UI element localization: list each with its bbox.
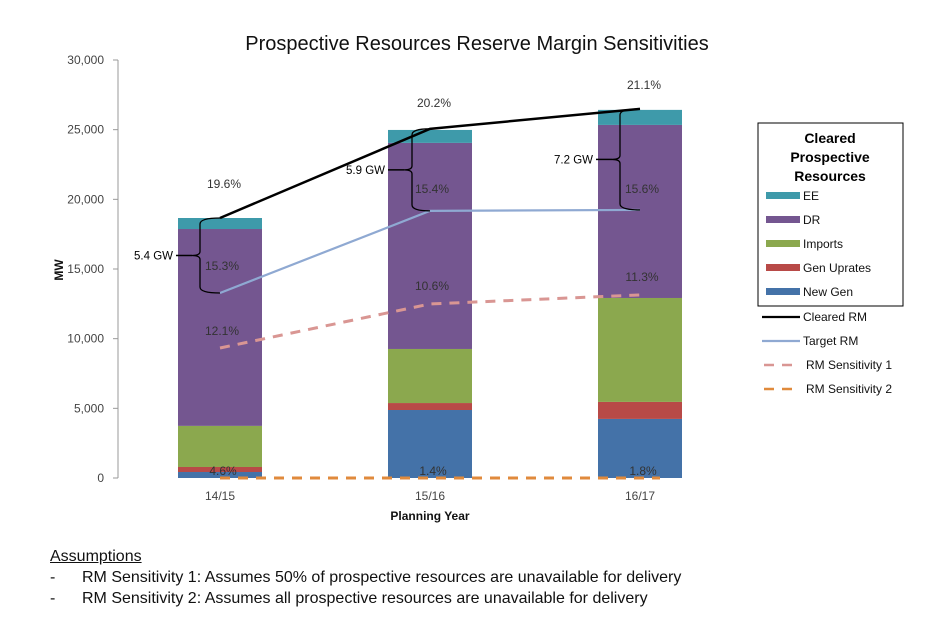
bar-segment-new-gen — [388, 410, 472, 478]
legend-title: Resources — [794, 168, 866, 184]
rm-sensitivity-2-label: 1.4% — [419, 464, 447, 478]
cleared-rm-label: 19.6% — [207, 177, 241, 191]
bars — [178, 109, 682, 478]
y-axis: 0 5,000 10,000 15,000 20,000 25,000 30,000 — [67, 53, 119, 485]
legend-swatch-gen-uprates — [766, 264, 800, 271]
legend-swatch-new-gen — [766, 288, 800, 295]
legend-entry-label: RM Sensitivity 2 — [806, 382, 892, 396]
rm-sensitivity-2-label: 1.8% — [629, 464, 657, 478]
legend: Cleared Prospective Resources EE DR Imports Ge… — [757, 122, 904, 396]
bar-segment-ee — [388, 129, 472, 143]
reserve-margin-chart: Prospective Resources Reserve Margin Sen… — [52, 33, 904, 523]
data-labels: 19.6% 20.2% 21.1% 15.3% 15.4% 15.6% 12.1% 10.6%… — [205, 78, 661, 478]
assumption-item: - RM Sensitivity 2: Assumes all prospect… — [50, 588, 681, 609]
y-tick-label: 10,000 — [67, 332, 104, 346]
legend-swatch-ee — [766, 192, 800, 199]
legend-swatch-imports — [766, 240, 800, 247]
bar-segment-dr — [598, 124, 682, 298]
x-axis-label: Planning Year — [390, 509, 469, 523]
target-rm-label: 15.3% — [205, 259, 239, 273]
bar-segment-new-gen — [598, 418, 682, 478]
bar-segment-gen-uprates — [598, 401, 682, 419]
y-tick-label: 25,000 — [67, 123, 104, 137]
assumptions-heading: Assumptions — [50, 548, 142, 565]
y-tick-label: 20,000 — [67, 192, 104, 206]
bar-segment-dr — [388, 142, 472, 349]
legend-entry-label: DR — [803, 213, 821, 227]
rm-sensitivity-1-label: 10.6% — [415, 279, 449, 293]
rm-sensitivity-1-label: 11.3% — [625, 270, 658, 284]
bar-segment-ee — [598, 109, 682, 125]
target-rm-label: 15.4% — [415, 182, 449, 196]
bar-segment-imports — [388, 348, 472, 404]
bullet-dash: - — [50, 569, 56, 586]
y-tick-label: 5,000 — [74, 401, 104, 415]
x-tick-label: 16/17 — [625, 489, 655, 503]
legend-swatch-dr — [766, 216, 800, 223]
assumptions-section: Assumptions - RM Sensitivity 1: Assumes … — [50, 546, 681, 609]
rm-sensitivity-2-label: 4.6% — [209, 464, 237, 478]
assumption-text: RM Sensitivity 2: Assumes all prospectiv… — [82, 590, 648, 607]
legend-entry-label: Target RM — [803, 334, 858, 348]
target-rm-label: 15.6% — [625, 182, 659, 196]
cleared-rm-label: 21.1% — [627, 78, 661, 92]
legend-title: Cleared — [804, 130, 855, 146]
bar-segment-ee — [178, 218, 262, 230]
legend-entry-label: Gen Uprates — [803, 261, 871, 275]
bar-segment-dr — [178, 229, 262, 426]
bar-segment-imports — [598, 297, 682, 402]
cleared-rm-label: 20.2% — [417, 96, 451, 110]
x-tick-label: 14/15 — [205, 489, 235, 503]
legend-entry-label: Imports — [803, 237, 843, 251]
y-tick-label: 15,000 — [67, 262, 104, 276]
bar-segment-imports — [178, 425, 262, 467]
bar-segment-gen-uprates — [178, 466, 262, 473]
rm-sensitivity-1-label: 12.1% — [205, 324, 239, 338]
bar-segment-new-gen — [178, 472, 262, 478]
legend-entry-label: RM Sensitivity 1 — [806, 358, 892, 372]
bracket-gap-label: 5.9 GW — [346, 165, 385, 177]
x-axis: 14/15 15/16 16/17 — [205, 489, 655, 503]
gap-brackets: 5.4 GW 5.9 GW 7.2 GW — [134, 108, 641, 294]
assumption-item: - RM Sensitivity 1: Assumes 50% of prosp… — [50, 567, 681, 588]
legend-title: Prospective — [790, 149, 870, 165]
x-tick-label: 15/16 — [415, 489, 445, 503]
chart-title: Prospective Resources Reserve Margin Sen… — [245, 33, 709, 55]
y-tick-label: 0 — [97, 471, 104, 485]
y-tick-label: 30,000 — [67, 53, 104, 67]
bullet-dash: - — [50, 590, 56, 607]
assumption-text: RM Sensitivity 1: Assumes 50% of prospec… — [82, 569, 682, 586]
bracket-gap-label: 7.2 GW — [554, 154, 593, 166]
y-axis-label: MW — [52, 259, 66, 281]
bracket-gap-label: 5.4 GW — [134, 250, 173, 262]
legend-box — [757, 122, 904, 307]
legend-entry-label: Cleared RM — [803, 310, 867, 324]
bar-segment-gen-uprates — [388, 403, 472, 411]
legend-entry-label: EE — [803, 189, 819, 203]
legend-entry-label: New Gen — [803, 285, 853, 299]
